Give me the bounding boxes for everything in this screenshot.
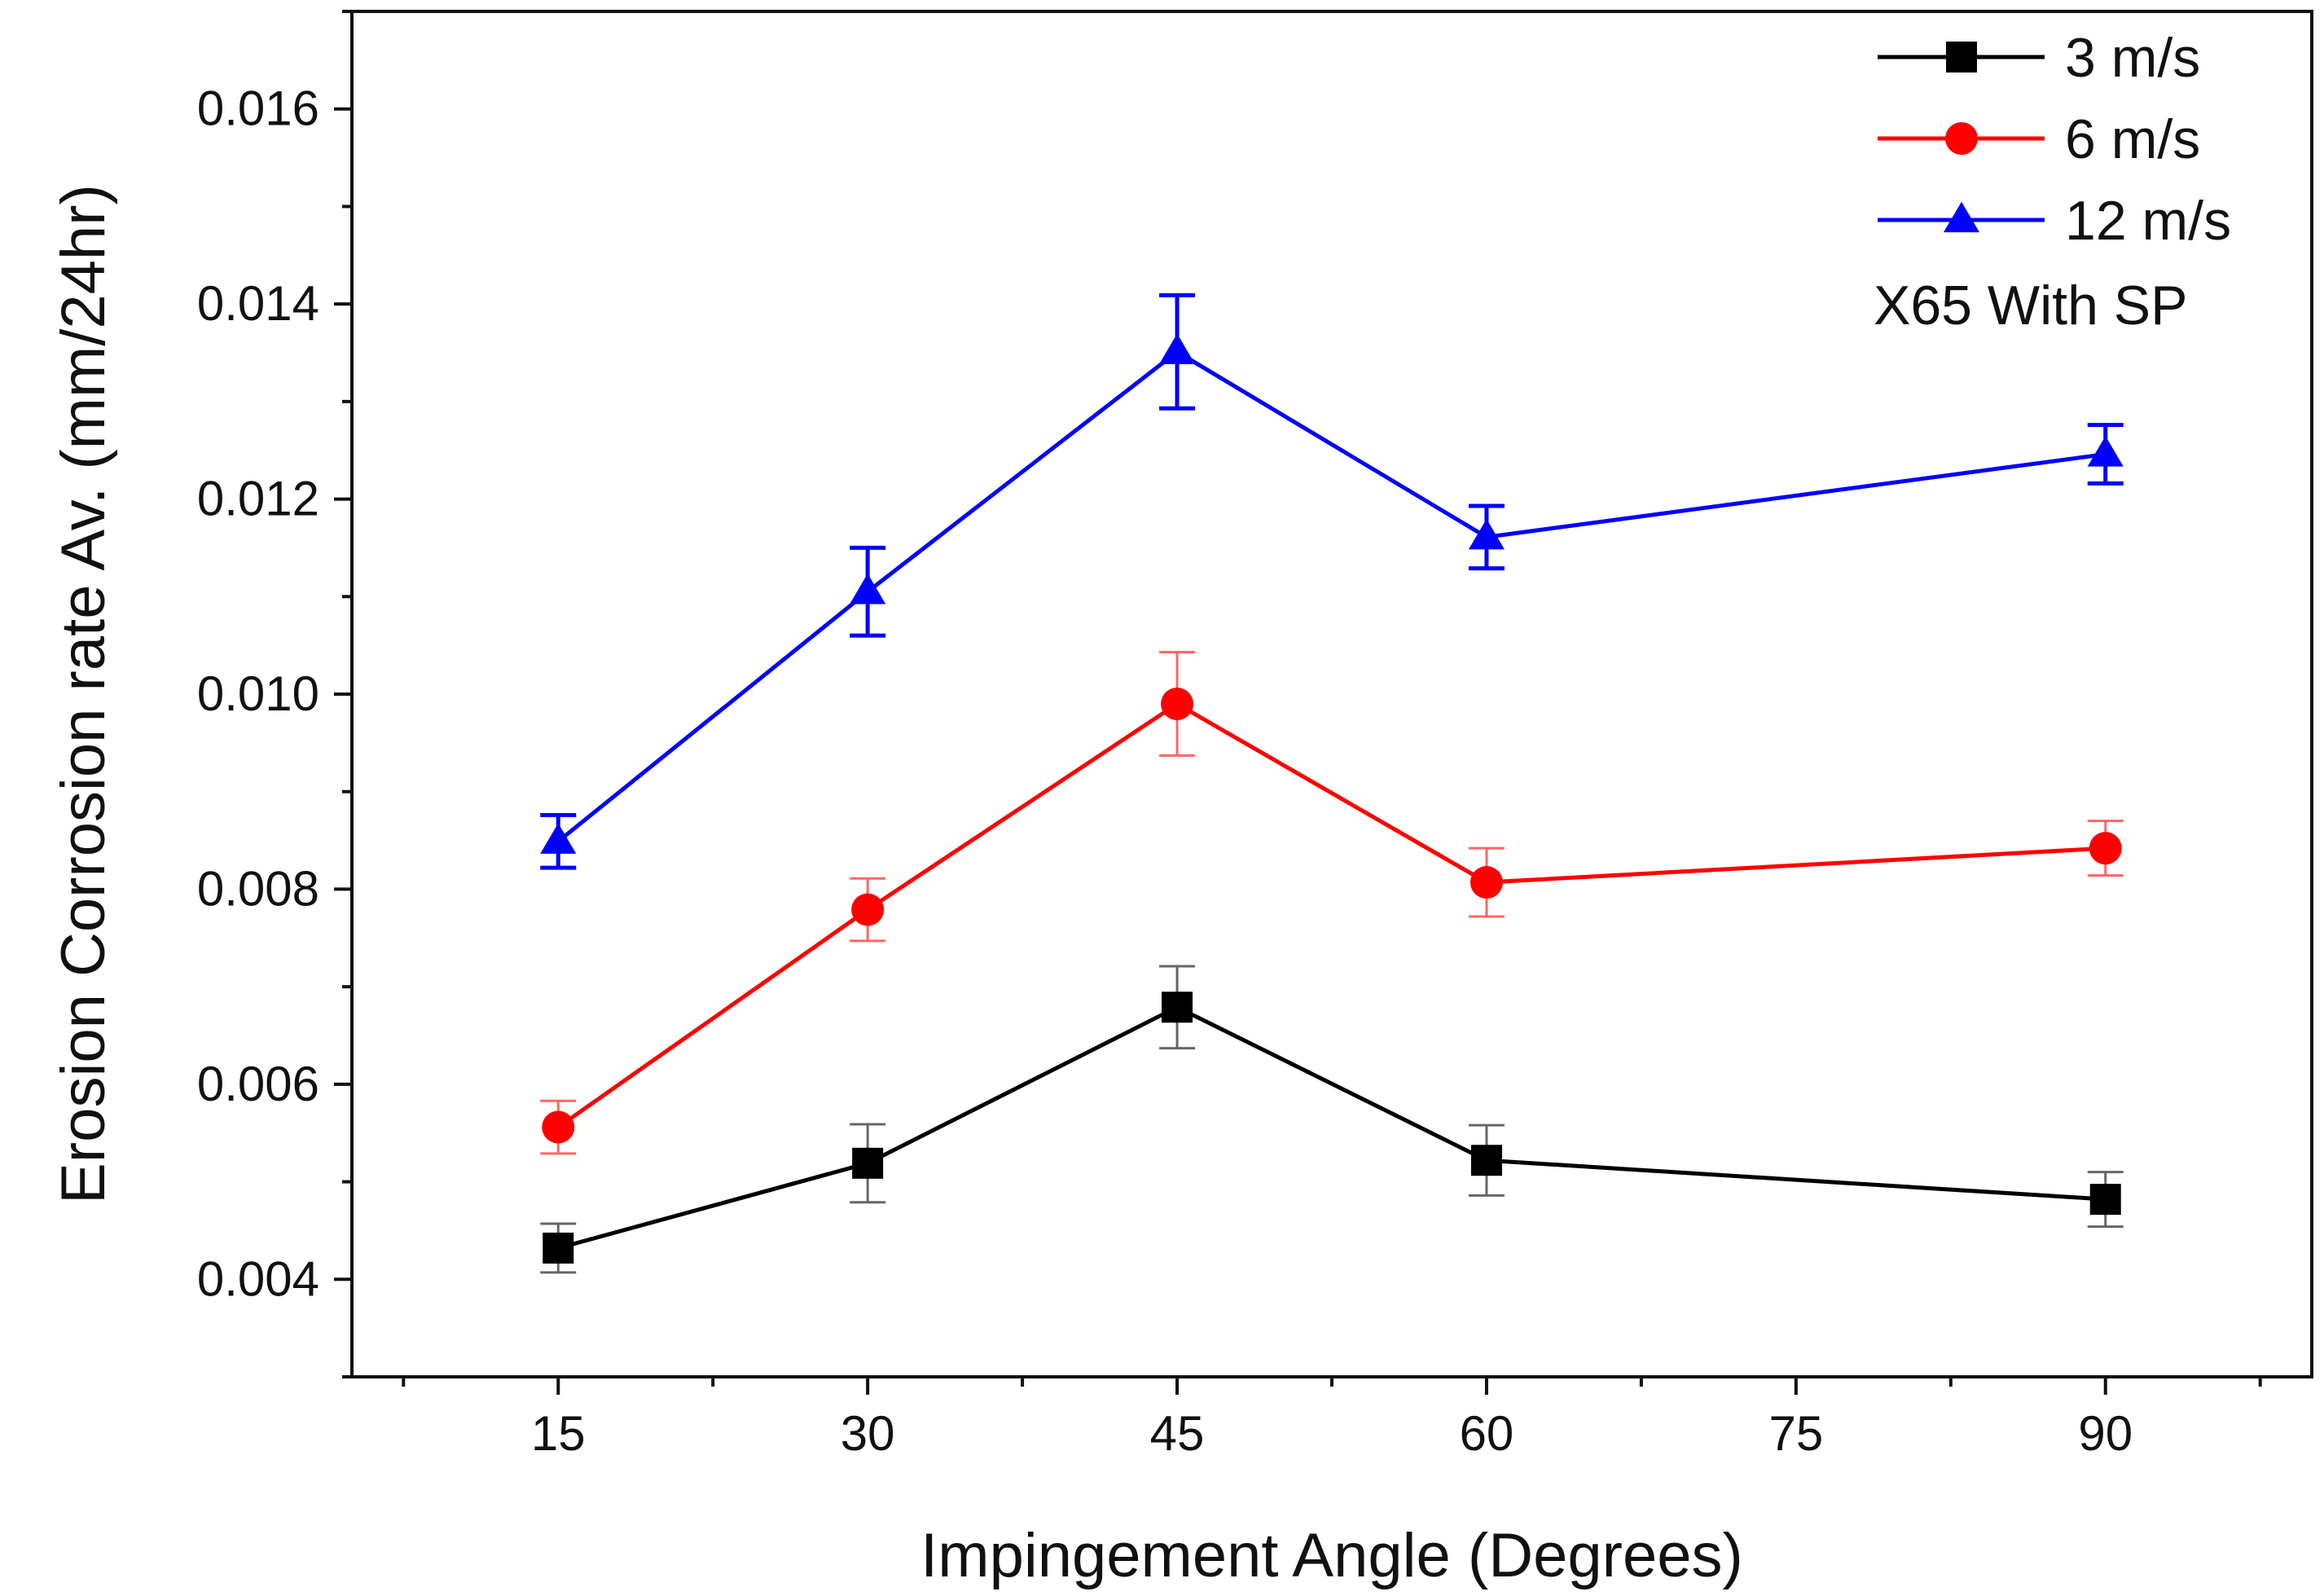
data-point [2089,1184,2121,1216]
data-point [1470,866,1503,899]
data-point [1161,687,1194,720]
x-tick-label: 30 [841,1406,895,1461]
series-6-m-s [540,651,2124,1155]
x-axis-title: Impingement Angle (Degrees) [920,1521,1743,1590]
y-tick-label: 0.008 [197,861,319,916]
x-tick-label: 75 [1768,1406,1823,1461]
x-tick-label: 15 [531,1406,586,1461]
x-tick-labels: 15 30 45 60 75 90 [531,1406,2133,1461]
data-point [2087,436,2124,467]
axis-ticks [334,10,2262,1395]
legend-label: 6 m/s [2065,108,2200,170]
y-tick-label: 0.010 [197,666,319,721]
data-point [1162,991,1193,1023]
series-line [556,349,2107,843]
data-point [850,573,886,605]
legend-marker [1943,201,1980,233]
chart-annotation: X65 With SP [1874,275,2188,336]
data-point [852,1147,884,1179]
data-point [1470,1145,1502,1176]
data-point [2089,832,2122,865]
data-point [543,1232,574,1264]
legend-label: 12 m/s [2065,190,2231,252]
series-layer [540,292,2124,1274]
x-tick-label: 45 [1150,1406,1205,1461]
y-tick-label: 0.016 [197,81,319,136]
y-tick-label: 0.014 [197,276,319,331]
legend: 3 m/s 6 m/s 12 m/s [1878,27,2231,252]
series-12-m-s [540,292,2124,870]
plot-frame [350,10,2313,1378]
y-tick-label: 0.012 [197,472,319,526]
data-point [851,893,885,926]
legend-marker [1946,42,1977,73]
y-tick-label: 0.006 [197,1057,319,1111]
data-point [1159,333,1196,364]
series-line [556,701,2106,1129]
data-point [542,1110,575,1144]
data-point [1468,518,1505,550]
legend-label: 3 m/s [2065,27,2200,89]
series-line [557,1005,2106,1251]
y-tick-label: 0.004 [197,1251,319,1306]
series-3-m-s [540,965,2124,1274]
y-axis-title: Erosion Corrosion rate Av. (mm/24hr) [49,184,118,1204]
x-tick-label: 90 [2078,1406,2133,1461]
y-tick-labels: 0.004 0.006 0.008 0.010 0.012 0.014 0.016 [197,81,319,1307]
data-point [540,823,577,854]
x-tick-label: 60 [1460,1406,1514,1461]
legend-marker [1945,122,1978,155]
